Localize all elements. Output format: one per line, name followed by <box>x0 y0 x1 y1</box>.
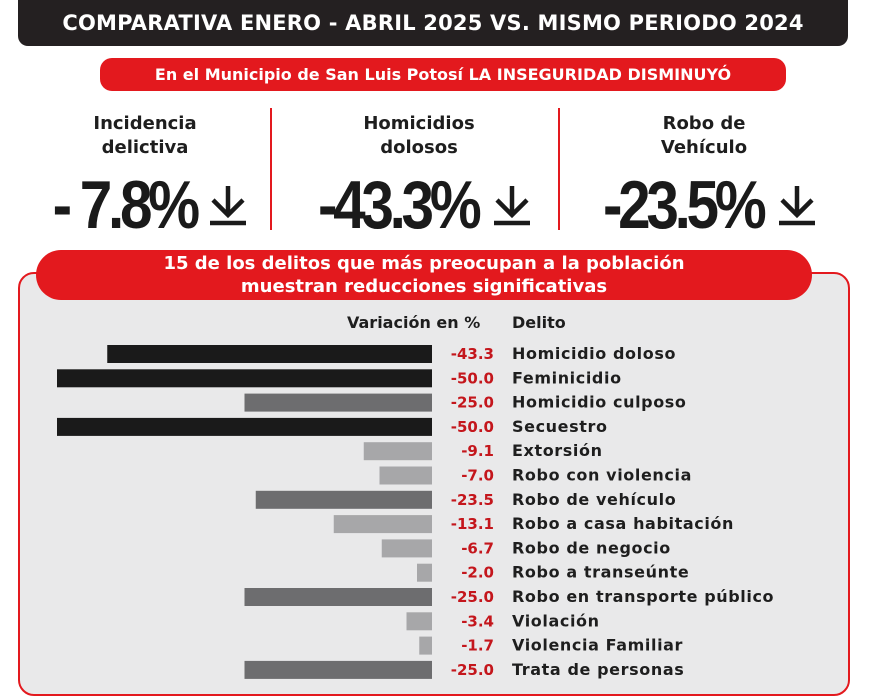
category-label-2: Homicidio culposo <box>512 393 687 412</box>
value-label-2: -25.0 <box>451 394 494 412</box>
bar-6 <box>255 490 432 509</box>
bar-12 <box>419 636 432 655</box>
variation-bar-chart: -43.3 Homicidio doloso -50.0 Feminicidio -25… <box>57 344 774 679</box>
value-label-6: -23.5 <box>451 491 494 509</box>
bar-10 <box>244 588 432 606</box>
category-label-10: Robo en transporte público <box>512 587 774 606</box>
category-label-3: Secuestro <box>512 417 608 436</box>
value-label-4: -9.1 <box>461 442 494 460</box>
stat-value-row: -23.5% <box>568 170 840 240</box>
category-label-8: Robo de negocio <box>512 538 671 557</box>
arrow-down-icon <box>210 186 247 226</box>
arrow-down-icon <box>778 186 815 226</box>
value-label-1: -50.0 <box>451 369 494 387</box>
stat-value: -43.3% <box>318 167 482 243</box>
page-subtitle: En el Municipio de San Luis Potosí LA IN… <box>154 65 732 84</box>
stat-label: Incidencia delictiva <box>20 112 270 160</box>
bar-4 <box>363 442 432 461</box>
value-label-13: -25.0 <box>451 661 494 679</box>
stat-homicidios: Homicidios dolosos -43.3% <box>283 108 555 248</box>
category-label-4: Extorsión <box>512 441 603 460</box>
bar-2 <box>244 393 432 412</box>
stat-value: -23.5% <box>603 167 767 243</box>
value-label-11: -3.4 <box>461 612 494 630</box>
stat-value-row: - 7.8% <box>20 170 270 240</box>
bar-0 <box>107 345 432 363</box>
bar-1 <box>57 369 432 388</box>
stat-divider <box>270 108 272 230</box>
page-title: COMPARATIVA ENERO - ABRIL 2025 VS. MISMO… <box>62 11 804 35</box>
stat-label-line1: Homicidios <box>363 113 475 134</box>
stat-divider <box>558 108 560 230</box>
stat-label-line2: Vehículo <box>660 137 748 158</box>
category-label-9: Robo a transeúnte <box>512 563 689 582</box>
value-label-12: -1.7 <box>461 637 494 655</box>
bar-5 <box>379 466 432 485</box>
stat-label-line2: delictiva <box>101 137 189 158</box>
stat-label-line1: Robo de <box>662 113 746 134</box>
stat-label-line1: Incidencia <box>93 113 197 134</box>
banner-line2: muestran reducciones significativas <box>240 276 608 297</box>
value-label-10: -25.0 <box>451 588 494 606</box>
bar-11 <box>406 612 432 631</box>
stat-label: Homicidios dolosos <box>283 112 555 160</box>
stat-robo-vehiculo: Robo de Vehículo -23.5% <box>568 108 840 248</box>
crime-header: Delito <box>512 313 566 332</box>
stat-incidencia: Incidencia delictiva - 7.8% <box>20 108 270 248</box>
category-label-12: Violencia Familiar <box>512 636 683 655</box>
value-label-0: -43.3 <box>451 345 494 363</box>
category-label-1: Feminicidio <box>512 368 622 387</box>
value-label-8: -6.7 <box>461 539 494 557</box>
category-label-7: Robo a casa habitación <box>512 514 734 533</box>
value-label-7: -13.1 <box>451 515 494 533</box>
category-label-5: Robo con violencia <box>512 466 692 485</box>
title-bar: COMPARATIVA ENERO - ABRIL 2025 VS. MISMO… <box>18 0 848 46</box>
bar-3 <box>57 417 432 436</box>
value-label-3: -50.0 <box>451 418 494 436</box>
banner-line1: 15 de los delitos que más preocupan a la… <box>163 253 685 274</box>
stat-label-line2: dolosos <box>380 137 458 158</box>
category-label-13: Trata de personas <box>512 660 684 679</box>
bar-7 <box>333 515 432 534</box>
arrow-down-icon <box>493 186 530 226</box>
value-label-5: -7.0 <box>461 467 494 485</box>
variation-header: Variación en % <box>347 313 481 332</box>
stat-value-row: -43.3% <box>283 170 555 240</box>
value-label-9: -2.0 <box>461 564 494 582</box>
subtitle-bar: En el Municipio de San Luis Potosí LA IN… <box>100 58 786 91</box>
category-label-0: Homicidio doloso <box>512 344 676 363</box>
reduction-banner: 15 de los delitos que más preocupan a la… <box>36 250 812 300</box>
category-label-11: Violación <box>512 611 600 630</box>
category-label-6: Robo de vehículo <box>512 490 676 509</box>
chart-panel <box>18 272 850 696</box>
bar-9 <box>417 563 432 582</box>
bar-8 <box>381 539 432 558</box>
stat-label: Robo de Vehículo <box>568 112 840 160</box>
stat-value: - 7.8% <box>52 167 200 243</box>
bar-13 <box>244 660 432 679</box>
